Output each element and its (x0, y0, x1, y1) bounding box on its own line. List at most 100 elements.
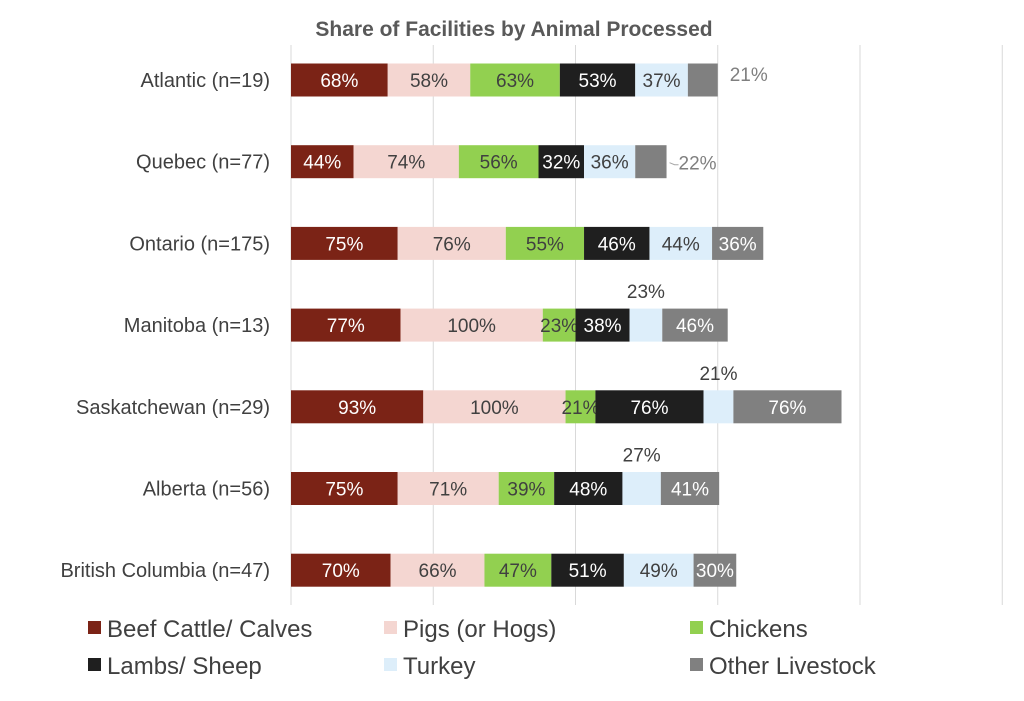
bar-segment (662, 308, 728, 342)
bar-segment (458, 145, 539, 179)
bar-segment (291, 553, 391, 587)
data-label: 53% (579, 71, 617, 92)
bar-segment (400, 308, 543, 342)
category-label: Atlantic (n=19) (140, 70, 270, 92)
bar-segment (505, 226, 585, 260)
data-label: 21% (699, 364, 737, 385)
legend-label: Lambs/ Sheep (107, 653, 262, 680)
legend-swatch (690, 658, 703, 671)
bar-segment (291, 145, 354, 179)
data-label: 27% (623, 446, 661, 467)
data-label: 75% (325, 480, 363, 501)
legend: Beef Cattle/ Calves Pigs (or Hogs) Chicken… (88, 616, 877, 680)
bar-segment (629, 308, 663, 342)
leader-line (669, 162, 679, 166)
bar-segment (565, 390, 596, 424)
bar-segment (623, 553, 694, 587)
data-label: 55% (526, 234, 564, 255)
legend-swatch (384, 658, 397, 671)
legend-swatch (384, 621, 397, 634)
bar-segment (291, 226, 398, 260)
bar-segment (733, 390, 842, 424)
category-label: Alberta (n=56) (143, 479, 270, 501)
data-label: 70% (322, 561, 360, 582)
data-label: 74% (387, 153, 425, 174)
data-label: 23% (627, 282, 665, 303)
bar-segment (635, 63, 688, 97)
category-label: Saskatchewan (n=29) (76, 397, 270, 419)
bar-segment (622, 472, 661, 505)
data-label: 93% (338, 398, 376, 419)
data-label: 76% (768, 398, 806, 419)
data-label: 58% (410, 71, 448, 92)
data-label: 51% (569, 561, 607, 582)
category-label: British Columbia (n=47) (60, 560, 270, 582)
bar-segment (291, 390, 424, 424)
bar-segment (595, 390, 704, 424)
bar-segment (484, 553, 552, 587)
bar-segment (554, 472, 623, 505)
data-label: 21% (730, 65, 768, 86)
bar-segment (397, 472, 499, 505)
category-label: Quebec (n=77) (136, 152, 270, 174)
bar-segment (687, 63, 718, 97)
legend-label: Pigs (or Hogs) (403, 616, 556, 643)
data-label: 77% (327, 316, 365, 337)
bar-segment (397, 226, 506, 260)
data-label: 44% (303, 153, 341, 174)
bar-segment (423, 390, 566, 424)
bar-segment (542, 308, 576, 342)
bar-segment (353, 145, 459, 179)
bar-segment (660, 472, 720, 505)
data-label: 75% (325, 234, 363, 255)
legend-swatch (88, 658, 101, 671)
bar-segment (575, 308, 630, 342)
bar-segment (538, 145, 585, 179)
data-label: 23% (540, 316, 578, 337)
data-label: 41% (671, 480, 709, 501)
data-label: 76% (630, 398, 668, 419)
bar-segment (387, 63, 471, 97)
data-label: 100% (470, 398, 519, 419)
data-label: 48% (569, 480, 607, 501)
bar-segment (291, 472, 398, 505)
legend-label: Other Livestock (709, 653, 877, 680)
bar-segment (584, 145, 636, 179)
bar-segment (559, 63, 636, 97)
bar-segment (498, 472, 555, 505)
data-label: 100% (447, 316, 496, 337)
data-label: 49% (640, 561, 678, 582)
bars: 68% 58% 63% 53% 37% 21% 44% 74% 56% 32% 36% 22% 75% 7… (291, 63, 842, 587)
data-label: 21% (561, 398, 599, 419)
data-label: 32% (542, 153, 580, 174)
data-label: 66% (419, 561, 457, 582)
data-label: 37% (643, 71, 681, 92)
data-label: 56% (480, 153, 518, 174)
data-label: 39% (507, 480, 545, 501)
bar-segment (584, 226, 650, 260)
legend-label: Chickens (709, 616, 808, 643)
category-label: Ontario (n=175) (129, 233, 270, 255)
data-label: 36% (591, 153, 629, 174)
bar-segment (291, 63, 388, 97)
chart-title: Share of Facilities by Animal Processed (315, 18, 712, 41)
bar-segment (712, 226, 764, 260)
data-label: 30% (696, 561, 734, 582)
bar-segment (291, 308, 401, 342)
legend-swatch (690, 621, 703, 634)
data-label: 46% (598, 234, 636, 255)
bar-segment (635, 145, 667, 179)
bar-segment (390, 553, 485, 587)
legend-swatch (88, 621, 101, 634)
data-label: 71% (429, 480, 467, 501)
bar-segment (693, 553, 737, 587)
data-label: 36% (719, 234, 757, 255)
data-label: 68% (320, 71, 358, 92)
category-labels: Atlantic (n=19) Quebec (n=77) Ontario (n=1… (60, 70, 270, 582)
data-label: 76% (433, 234, 471, 255)
data-label: 22% (679, 154, 717, 175)
category-label: Manitoba (n=13) (124, 315, 270, 337)
data-label: 38% (584, 316, 622, 337)
bar-segment (703, 390, 734, 424)
